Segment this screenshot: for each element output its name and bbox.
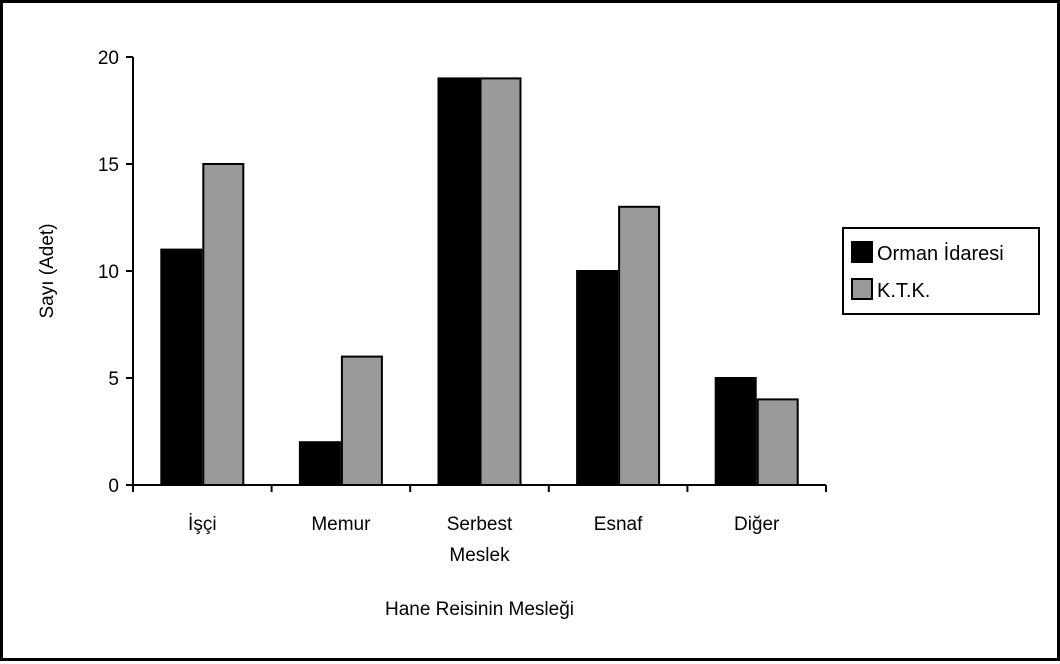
bar-1-1 <box>340 355 383 486</box>
bar-0-0 <box>160 248 203 486</box>
bar-0-2 <box>437 77 480 487</box>
y-tick-label: 15 <box>98 155 119 176</box>
x-category-label: Esnaf <box>594 514 643 535</box>
legend: Orman İdaresi K.T.K. <box>842 227 1040 315</box>
bar-0-3 <box>576 270 619 486</box>
x-category-label: Diğer <box>734 514 780 535</box>
bars-group <box>160 77 799 487</box>
legend-label-1: K.T.K. <box>877 280 930 302</box>
x-axis-title: Hane Reisinin Mesleği <box>385 599 574 620</box>
x-category-label: Memur <box>311 514 371 535</box>
legend-swatch-1 <box>851 278 873 300</box>
y-tick-label: 0 <box>108 476 119 497</box>
bar-chart: 0 5 10 15 20 İşçi Memur Serbest Meslek Esnaf Diğe… <box>37 48 1040 620</box>
bar-1-0 <box>202 163 245 486</box>
bar-1-3 <box>618 205 661 487</box>
legend-box <box>842 227 1040 315</box>
x-category-label: İşçi <box>188 514 217 535</box>
bar-1-2 <box>479 77 522 487</box>
bar-0-1 <box>298 441 341 487</box>
y-ticks-group: 0 5 10 15 20 <box>98 48 133 497</box>
y-axis-title: Sayı (Adet) <box>37 223 58 318</box>
x-categories-group: İşçi Memur Serbest Meslek Esnaf Diğer <box>132 485 827 566</box>
y-tick-label: 10 <box>98 262 119 283</box>
y-tick-label: 5 <box>108 369 119 390</box>
legend-swatch-0 <box>851 241 873 263</box>
y-tick-label: 20 <box>98 48 119 69</box>
bar-0-4 <box>714 377 757 486</box>
x-category-label: Meslek <box>449 545 510 566</box>
x-category-label: Serbest <box>447 514 513 535</box>
bar-1-4 <box>756 398 799 486</box>
legend-label-0: Orman İdaresi <box>877 242 1004 265</box>
